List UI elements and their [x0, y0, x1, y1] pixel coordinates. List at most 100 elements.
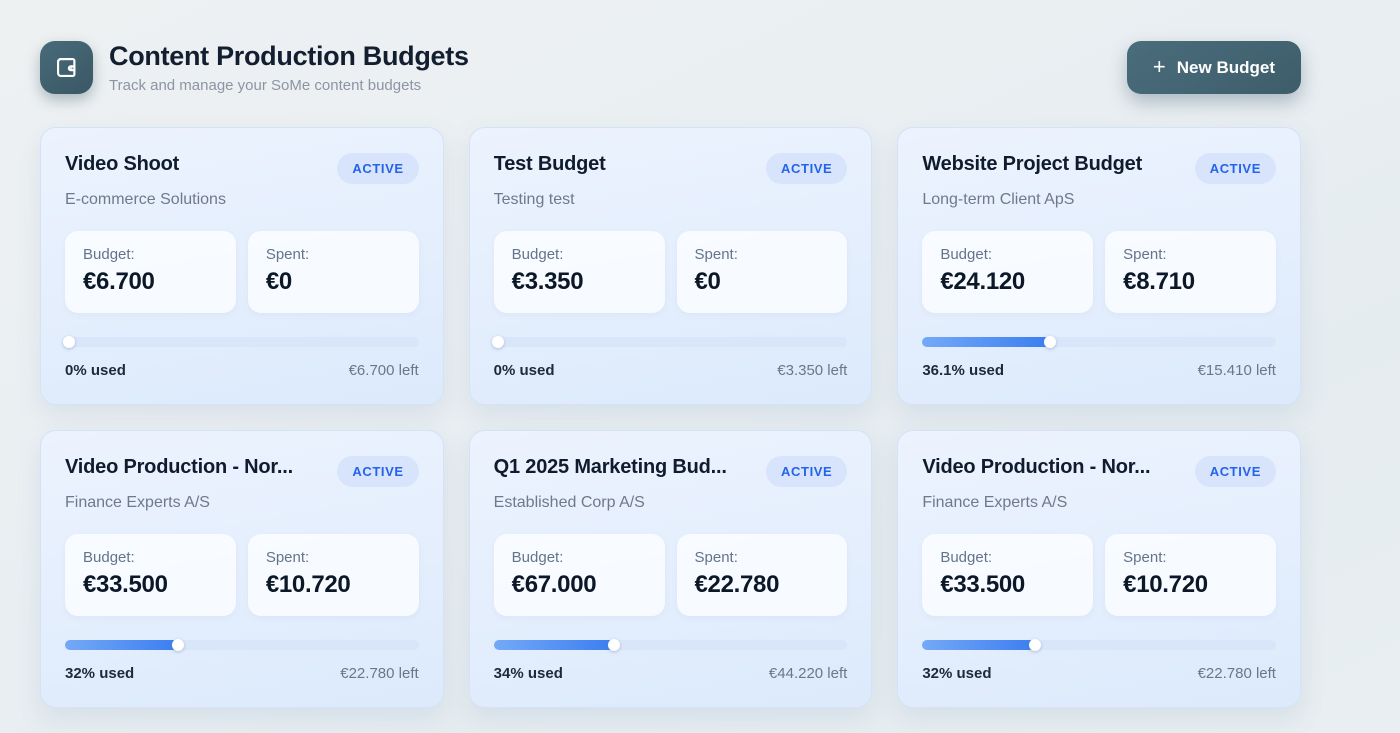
spent-stat-box: Spent: €8.710: [1105, 231, 1276, 314]
budget-card[interactable]: Video Production - Nor... ACTIVE Finance…: [40, 430, 444, 709]
budget-value: €33.500: [940, 571, 1025, 599]
amount-left: €44.220 left: [768, 665, 848, 683]
wallet-icon: [40, 41, 93, 94]
progress-knob: [491, 336, 504, 349]
card-header-row: Video Production - Nor... ACTIVE: [65, 456, 419, 488]
progress-section: [65, 639, 419, 652]
status-badge: ACTIVE: [766, 153, 848, 185]
spent-value: €10.720: [1123, 571, 1208, 599]
card-footer: 32% used €22.780 left: [922, 665, 1276, 682]
budget-card[interactable]: Video Shoot ACTIVE E-commerce Solutions …: [40, 127, 444, 406]
status-badge: ACTIVE: [1194, 153, 1276, 185]
spent-stat-box: Spent: €0: [676, 231, 848, 314]
budget-stat-box: Budget: €33.500: [922, 534, 1094, 617]
card-footer: 36.1% used €15.410 left: [922, 362, 1276, 379]
percent-used: 0% used: [493, 362, 555, 380]
new-budget-button[interactable]: + New Budget: [1126, 41, 1301, 95]
amount-left: €3.350 left: [777, 362, 848, 380]
plus-icon: +: [1152, 53, 1166, 79]
budget-value: €33.500: [83, 571, 168, 599]
card-header-row: Website Project Budget ACTIVE: [922, 153, 1276, 185]
progress-section: [63, 336, 419, 349]
spent-stat-box: Spent: €10.720: [247, 534, 419, 617]
progress-fill: [922, 337, 1050, 348]
progress-section: [491, 336, 848, 349]
budget-title: Video Production - Nor...: [65, 456, 293, 479]
budget-grid: Video Shoot ACTIVE E-commerce Solutions …: [40, 127, 1301, 709]
budget-card[interactable]: Video Production - Nor... ACTIVE Finance…: [897, 430, 1301, 709]
progress-knob: [607, 639, 620, 652]
client-name: E-commerce Solutions: [65, 191, 226, 209]
stats-row: Budget: €6.700 Spent: €0: [65, 231, 419, 314]
spent-label: Spent:: [1123, 246, 1167, 264]
status-badge: ACTIVE: [337, 153, 419, 185]
spent-value: €8.710: [1123, 268, 1195, 296]
progress-track: [491, 336, 848, 349]
budget-value: €3.350: [511, 268, 584, 296]
amount-left: €22.780 left: [1197, 665, 1276, 683]
budget-label: Budget:: [511, 549, 564, 567]
progress-knob: [1029, 639, 1042, 652]
spent-label: Spent:: [694, 549, 738, 567]
spent-label: Spent:: [265, 246, 310, 264]
progress-track: [65, 639, 419, 652]
new-budget-label: New Budget: [1176, 57, 1275, 77]
page-title: Content Production Budgets: [109, 41, 469, 71]
budget-label: Budget:: [83, 549, 135, 567]
budget-card[interactable]: Test Budget ACTIVE Testing test Budget: …: [468, 127, 873, 406]
spent-label: Spent:: [265, 549, 310, 567]
progress-fill: [65, 640, 179, 651]
budget-stat-box: Budget: €24.120: [922, 231, 1094, 314]
budget-stat-box: Budget: €33.500: [65, 534, 236, 617]
header-title-group: Content Production Budgets Track and man…: [40, 41, 469, 94]
spent-stat-box: Spent: €10.720: [1105, 534, 1276, 617]
progress-track: [922, 336, 1276, 349]
budget-label: Budget:: [940, 549, 993, 567]
progress-section: [922, 639, 1276, 652]
budget-stat-box: Budget: €67.000: [493, 534, 665, 617]
client-name: Established Corp A/S: [493, 494, 645, 512]
stats-row: Budget: €24.120 Spent: €8.710: [922, 231, 1276, 314]
stats-row: Budget: €33.500 Spent: €10.720: [922, 534, 1276, 617]
spent-label: Spent:: [1123, 549, 1167, 567]
budget-title: Video Shoot: [65, 153, 180, 176]
percent-used: 36.1% used: [922, 362, 1005, 380]
client-name: Finance Experts A/S: [922, 494, 1068, 512]
client-name: Finance Experts A/S: [65, 494, 210, 512]
client-name: Testing test: [493, 191, 575, 209]
budget-card[interactable]: Q1 2025 Marketing Bud... ACTIVE Establis…: [468, 430, 873, 709]
progress-knob: [1043, 336, 1056, 349]
budget-title: Test Budget: [493, 153, 606, 176]
stats-row: Budget: €3.350 Spent: €0: [493, 231, 848, 314]
percent-used: 32% used: [65, 665, 135, 683]
spent-value: €10.720: [265, 571, 351, 599]
budget-title: Website Project Budget: [922, 153, 1143, 176]
budget-title: Q1 2025 Marketing Bud...: [493, 456, 727, 479]
spent-value: €0: [694, 268, 721, 296]
amount-left: €15.410 left: [1197, 362, 1276, 380]
progress-knob: [63, 336, 75, 349]
status-badge: ACTIVE: [337, 456, 419, 488]
progress-section: [922, 336, 1276, 349]
card-header-row: Test Budget ACTIVE: [493, 153, 848, 185]
card-footer: 34% used €44.220 left: [494, 665, 848, 682]
budget-stat-box: Budget: €3.350: [493, 231, 665, 314]
budget-label: Budget:: [83, 246, 135, 264]
card-header-row: Q1 2025 Marketing Bud... ACTIVE: [493, 456, 848, 488]
page-subtitle: Track and manage your SoMe content budge…: [109, 77, 422, 95]
budget-label: Budget:: [940, 246, 993, 264]
progress-knob: [172, 639, 185, 652]
budget-card[interactable]: Website Project Budget ACTIVE Long-term …: [897, 127, 1301, 406]
card-header-row: Video Production - Nor... ACTIVE: [922, 456, 1276, 488]
progress-track: [493, 639, 848, 652]
budget-value: €24.120: [940, 268, 1025, 296]
spent-label: Spent:: [694, 246, 738, 264]
header-text: Content Production Budgets Track and man…: [109, 41, 469, 94]
spent-stat-box: Spent: €0: [247, 231, 419, 314]
card-footer: 0% used €6.700 left: [65, 362, 419, 379]
status-badge: ACTIVE: [766, 456, 848, 488]
spent-value: €22.780: [694, 571, 780, 599]
budget-value: €67.000: [511, 571, 597, 599]
budget-stat-box: Budget: €6.700: [65, 231, 236, 314]
client-name: Long-term Client ApS: [922, 191, 1075, 209]
